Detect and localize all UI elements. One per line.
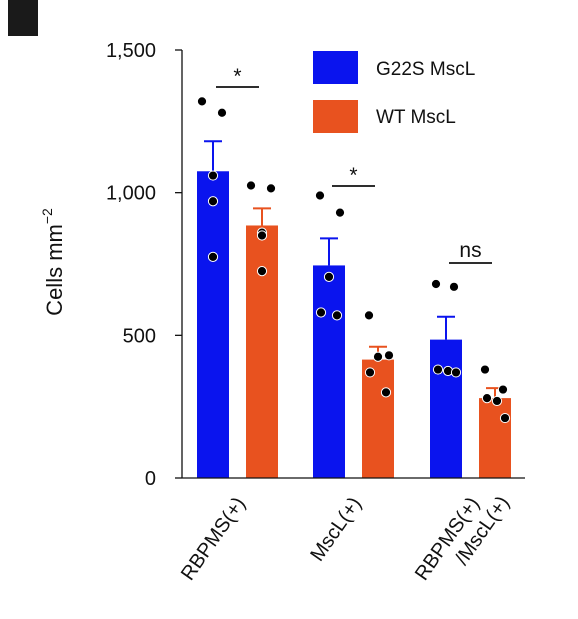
- data-point-0-2-0: [430, 278, 442, 290]
- legend-swatch-wt: [313, 100, 358, 133]
- data-point-1-1-2: [372, 351, 384, 362]
- data-point-1-2-3: [491, 395, 503, 407]
- legend-swatch-g22s: [313, 51, 358, 84]
- data-point-0-0-4: [207, 251, 219, 262]
- bar-0-2: [430, 339, 462, 478]
- data-point-1-0-1: [265, 183, 277, 194]
- data-point-0-0-2: [207, 170, 219, 181]
- data-point-1-1-1: [383, 350, 395, 361]
- data-point-0-1-1: [334, 207, 346, 218]
- y-tick-label-1: 500: [123, 325, 156, 347]
- bar-0-1: [313, 265, 345, 478]
- data-point-1-1-0: [363, 310, 375, 321]
- category-label-line-1-0: MscL(+): [306, 493, 366, 565]
- y-tick-label-0: 0: [145, 468, 156, 490]
- data-point-1-1-3: [364, 367, 376, 378]
- legend: G22S MscL WT MscL: [313, 51, 475, 133]
- y-tick-label-3: 1,500: [106, 40, 156, 62]
- data-point-1-1-4: [380, 387, 392, 398]
- significance-label-0: *: [233, 65, 241, 88]
- data-point-1-2-4: [499, 412, 511, 424]
- data-point-1-0-0: [245, 180, 257, 191]
- corner-block: [8, 0, 38, 36]
- data-point-0-1-4: [331, 310, 343, 321]
- legend-label-g22s: G22S MscL: [376, 59, 475, 80]
- data-point-1-2-1: [497, 384, 509, 395]
- significance-label-1: *: [349, 164, 357, 187]
- data-point-0-0-0: [196, 96, 208, 107]
- data-point-0-2-4: [450, 367, 462, 378]
- bar-1-2: [479, 398, 511, 478]
- data-point-1-2-2: [481, 393, 493, 404]
- data-point-0-1-3: [315, 307, 327, 318]
- data-point-0-1-2: [323, 271, 335, 282]
- category-label-1: MscL(+): [306, 493, 366, 565]
- data-point-0-1-0: [314, 190, 326, 201]
- y-tick-label-2: 1,000: [106, 183, 156, 205]
- data-point-0-0-3: [207, 196, 219, 207]
- legend-label-wt: WT MscL: [376, 107, 456, 128]
- data-point-1-0-4: [256, 266, 268, 277]
- category-label-0: RBPMS(+): [177, 493, 250, 584]
- bar-0-0: [197, 171, 229, 478]
- bar-1-0: [246, 225, 278, 478]
- data-point-0-2-2: [432, 364, 444, 375]
- significance-label-2: ns: [459, 239, 481, 262]
- data-point-0-0-1: [216, 107, 228, 118]
- y-axis-title: Cells mm−2: [39, 208, 67, 316]
- data-point-1-0-3: [256, 230, 268, 241]
- data-point-1-2-0: [479, 364, 491, 375]
- bar-1-1: [362, 359, 394, 478]
- category-label-2: RBPMS(+)/MscL(+): [411, 479, 514, 599]
- category-label-line-0-0: RBPMS(+): [177, 493, 250, 584]
- data-point-0-2-1: [448, 281, 460, 292]
